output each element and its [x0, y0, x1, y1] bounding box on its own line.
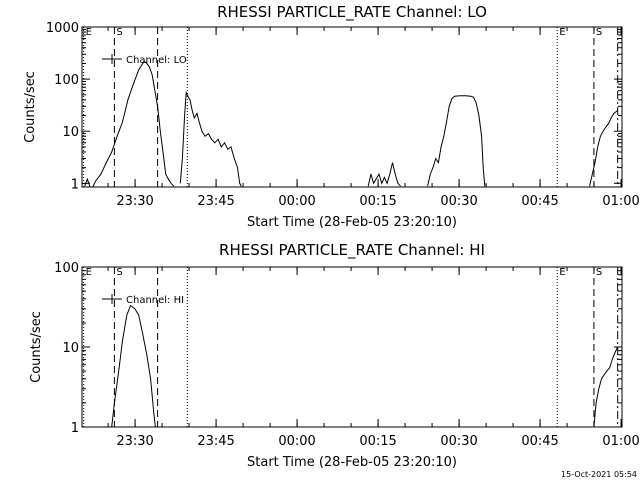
event-marker-label: S	[116, 267, 122, 278]
event-marker-label: E	[559, 27, 565, 38]
plot-frame	[81, 26, 623, 188]
event-marker-label: S	[596, 27, 602, 38]
y-tick-label: 100	[54, 73, 79, 88]
series-line	[106, 304, 156, 428]
chart-panel-lo: RHESSI PARTICLE_RATE Channel: LO Start T…	[23, 3, 640, 230]
x-tick-label: 00:15	[359, 434, 396, 449]
y-tick-label: 10	[62, 125, 79, 140]
series-line	[84, 177, 91, 188]
series-line	[92, 60, 175, 188]
y-tick-label: 1	[71, 177, 79, 192]
y-tick-label: 1000	[46, 21, 79, 36]
chart-title: RHESSI PARTICLE_RATE Channel: LO	[217, 3, 487, 22]
x-tick-label: 00:00	[278, 434, 315, 449]
x-tick-label: 00:30	[440, 194, 477, 209]
x-tick-label: 00:15	[359, 194, 396, 209]
y-tick-label: 1	[71, 421, 79, 436]
x-tick-label: 01:00	[602, 434, 639, 449]
series-line	[179, 90, 242, 187]
chart-title: RHESSI PARTICLE_RATE Channel: HI	[219, 241, 485, 260]
x-axis-label: Start Time (28-Feb-05 23:20:10)	[247, 215, 457, 230]
legend-label: Channel: LO	[126, 55, 187, 66]
x-tick-label: 23:30	[116, 434, 153, 449]
series-line	[367, 162, 401, 187]
plot-frame	[81, 266, 623, 428]
plot-area: 23:30 23:45 00:00 00:15 00:30 00:45 01:00 1 10 10…	[54, 261, 640, 449]
y-tick-label: 10	[62, 341, 79, 356]
x-tick-label: 23:45	[197, 194, 234, 209]
y-axis-label: Counts/sec	[23, 71, 38, 143]
series-line	[593, 346, 619, 428]
event-marker-label: E	[559, 267, 565, 278]
x-tick-label: 00:30	[440, 434, 477, 449]
x-tick-label: 01:00	[602, 194, 639, 209]
timestamp-label: 15-Oct-2021 05:54	[561, 470, 637, 479]
event-marker-label: S	[116, 27, 122, 38]
y-axis-label: Counts/sec	[29, 311, 44, 383]
event-marker-label: E	[86, 267, 92, 278]
x-tick-label: 00:45	[521, 434, 558, 449]
series-line	[427, 95, 486, 187]
legend-label: Channel: HI	[126, 295, 184, 306]
x-tick-label: 23:30	[116, 194, 153, 209]
x-axis-label: Start Time (28-Feb-05 23:20:10)	[247, 455, 457, 470]
x-tick-label: 00:45	[521, 194, 558, 209]
series-line	[589, 110, 619, 187]
x-tick-label: 00:00	[278, 194, 315, 209]
chart-panel-hi: RHESSI PARTICLE_RATE Channel: HI Start T…	[29, 241, 640, 470]
event-marker-label: E	[86, 27, 92, 38]
y-tick-label: 100	[54, 261, 79, 276]
event-marker-label: S	[596, 267, 602, 278]
plot-area: 23:30 23:45 00:00 00:15 00:30 00:45 01:00 1 10 10…	[46, 21, 640, 209]
x-tick-label: 23:45	[197, 434, 234, 449]
